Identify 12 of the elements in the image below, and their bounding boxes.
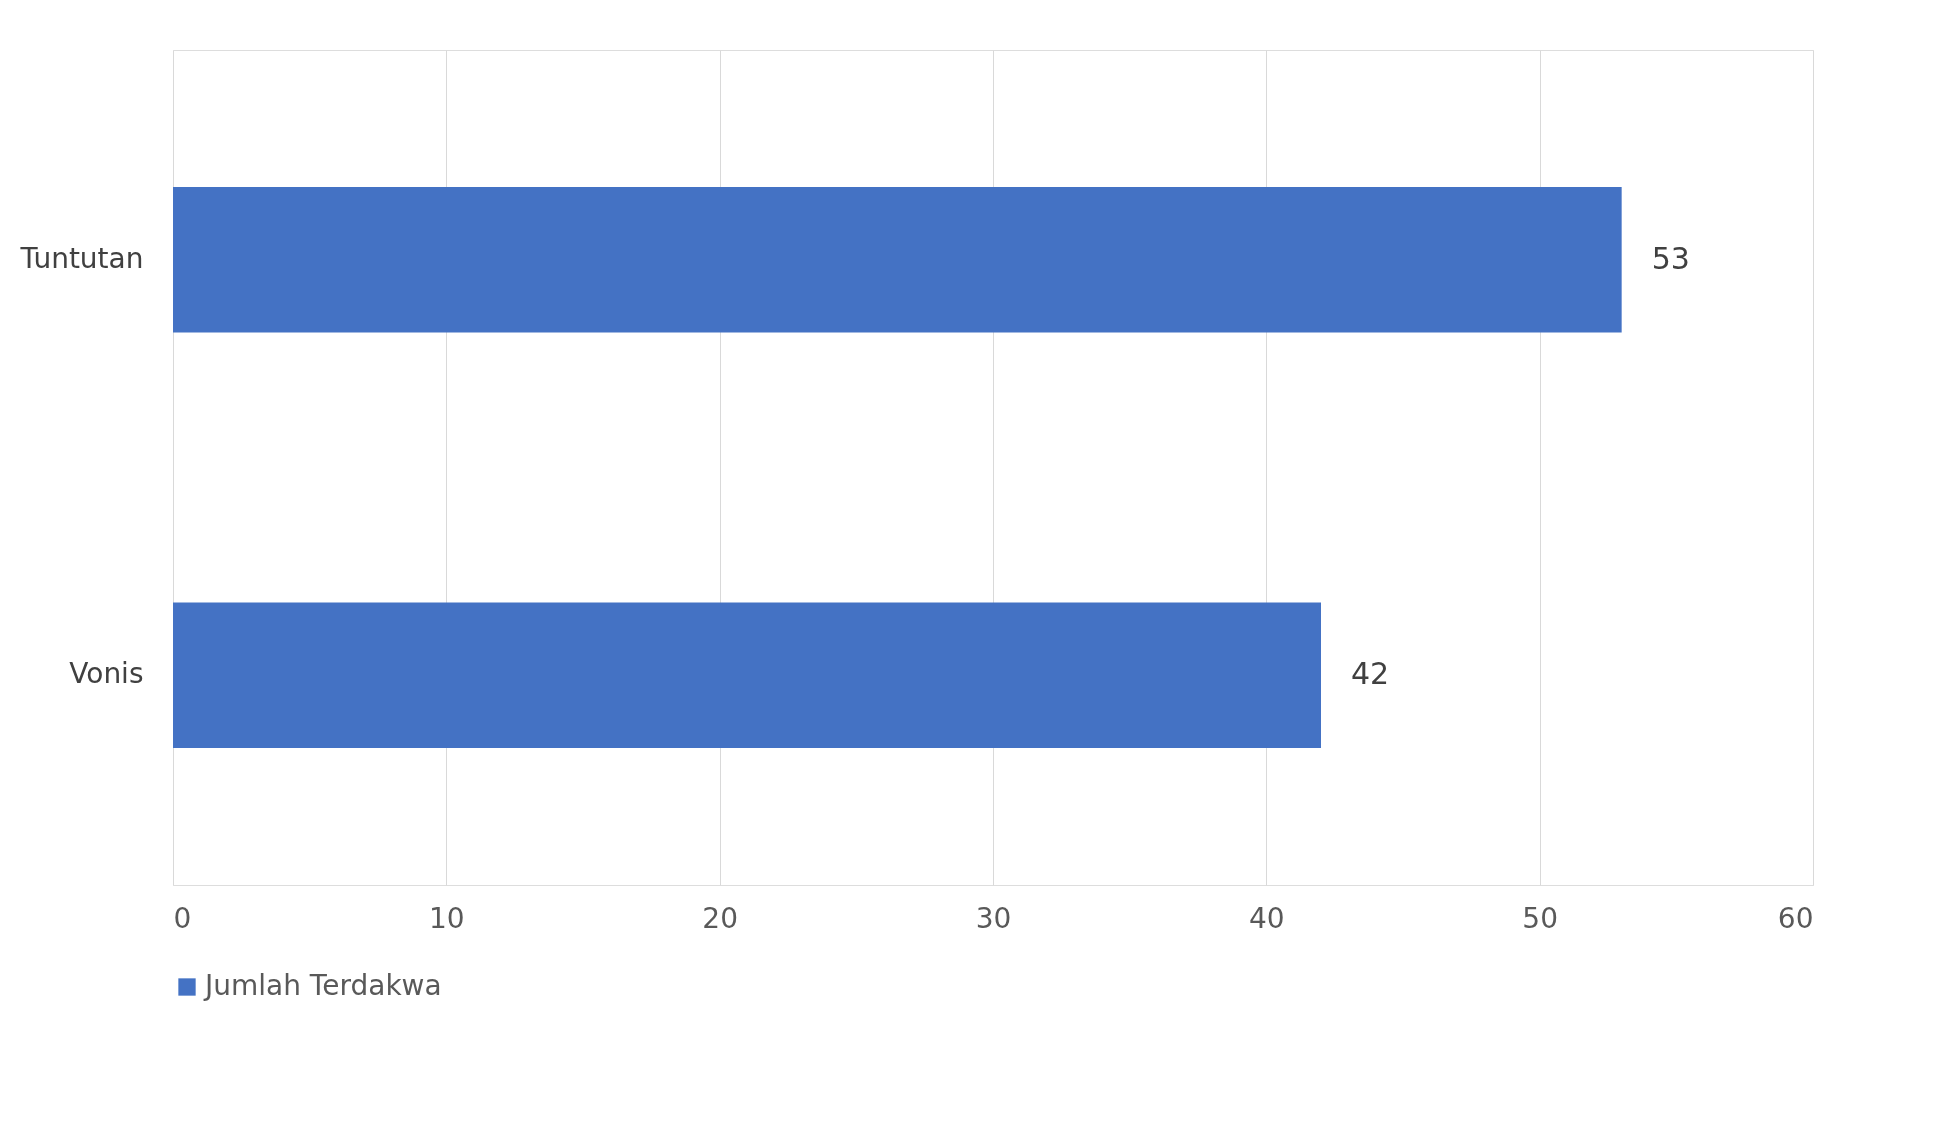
x-tick-label: 30: [975, 901, 1012, 935]
x-tick-label: 40: [1249, 901, 1285, 935]
data-label: 42: [1351, 656, 1390, 692]
y-tick-label: Vonis: [69, 657, 144, 691]
x-tick-label: 60: [1777, 901, 1814, 935]
x-tick-label: 0: [173, 901, 192, 935]
x-tick-label: 50: [1522, 901, 1558, 935]
y-tick-label: Tuntutan: [19, 241, 144, 275]
legend-label: Jumlah Terdakwa: [203, 969, 442, 1002]
x-tick-label: 10: [429, 901, 465, 935]
data-label: 53: [1651, 240, 1690, 276]
x-tick-label: 20: [702, 901, 738, 935]
